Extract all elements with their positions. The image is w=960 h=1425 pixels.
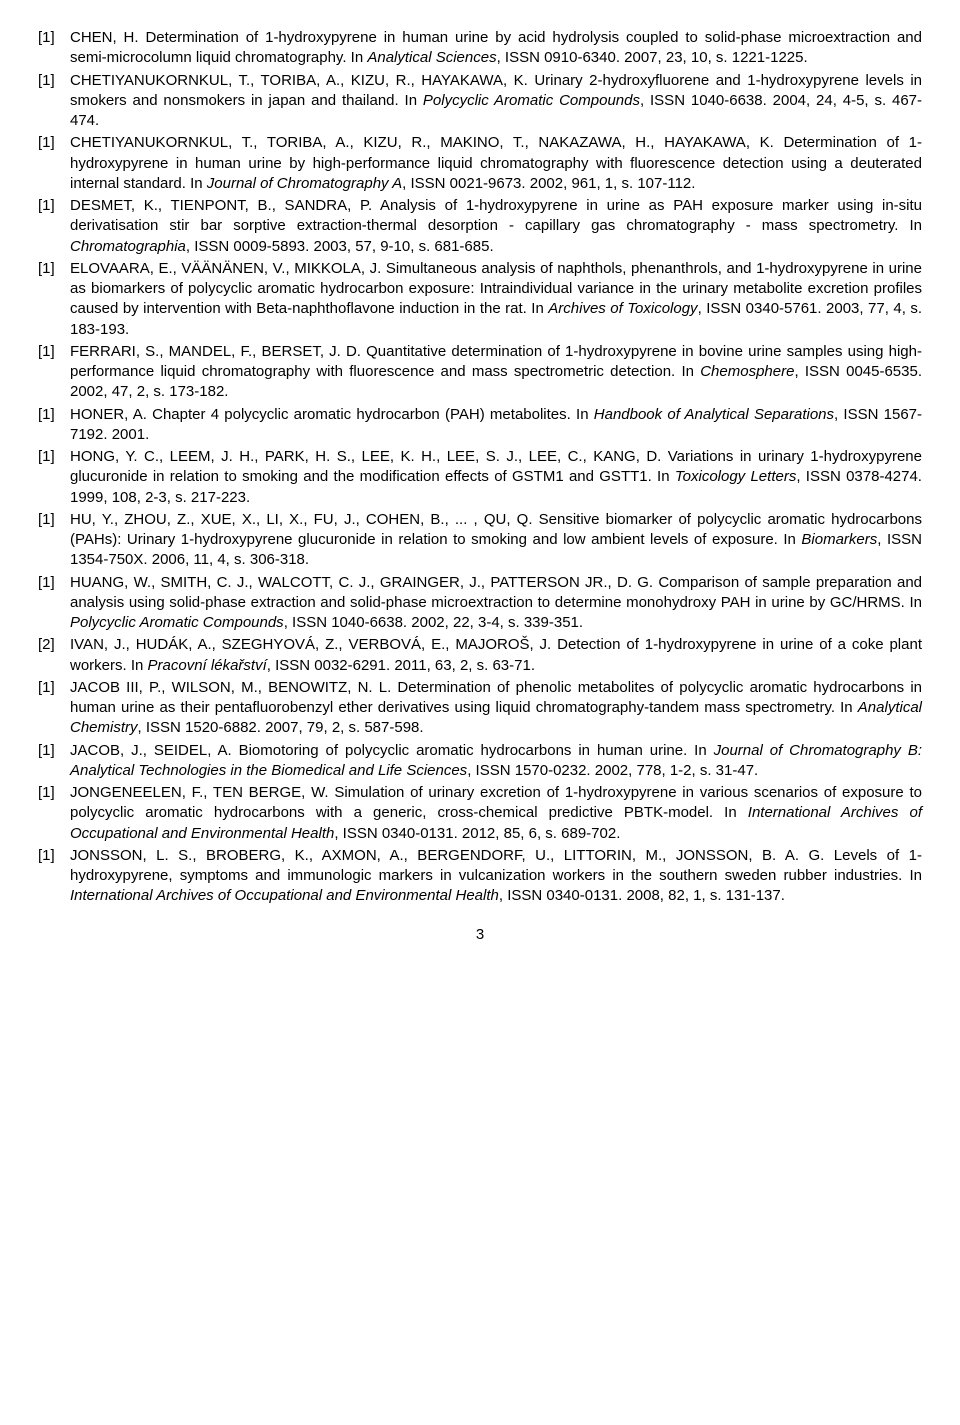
reference-segment: , ISSN 0340-0131. 2008, 82, 1, s. 131-13… <box>499 887 785 904</box>
reference-number: [1] <box>38 342 70 403</box>
reference-segment: , ISSN 0032-6291. 2011, 63, 2, s. 63-71. <box>267 657 535 674</box>
reference-number: [1] <box>38 510 70 571</box>
reference-number: [2] <box>38 635 70 676</box>
reference-segment: HUANG, W., SMITH, C. J., WALCOTT, C. J.,… <box>70 574 922 611</box>
reference-text: JACOB III, P., WILSON, M., BENOWITZ, N. … <box>70 678 922 739</box>
reference-text: JONGENEELEN, F., TEN BERGE, W. Simulatio… <box>70 783 922 844</box>
reference-entry: [1]JONSSON, L. S., BROBERG, K., AXMON, A… <box>38 846 922 907</box>
reference-journal: Handbook of Analytical Separations <box>594 406 834 423</box>
reference-segment: JACOB, J., SEIDEL, A. Biomotoring of pol… <box>70 742 714 759</box>
reference-number: [1] <box>38 447 70 508</box>
reference-text: CHETIYANUKORNKUL, T., TORIBA, A., KIZU, … <box>70 133 922 194</box>
reference-number: [1] <box>38 783 70 844</box>
reference-text: HU, Y., ZHOU, Z., XUE, X., LI, X., FU, J… <box>70 510 922 571</box>
reference-entry: [1]JACOB III, P., WILSON, M., BENOWITZ, … <box>38 678 922 739</box>
reference-number: [1] <box>38 259 70 340</box>
reference-journal: Analytical Sciences <box>367 49 496 66</box>
reference-segment: , ISSN 1040-6638. 2002, 22, 3-4, s. 339-… <box>284 614 583 631</box>
reference-text: DESMET, K., TIENPONT, B., SANDRA, P. Ana… <box>70 196 922 257</box>
reference-journal: Polycyclic Aromatic Compounds <box>70 614 284 631</box>
reference-number: [1] <box>38 28 70 69</box>
reference-segment: , ISSN 0021-9673. 2002, 961, 1, s. 107-1… <box>402 175 695 192</box>
reference-text: FERRARI, S., MANDEL, F., BERSET, J. D. Q… <box>70 342 922 403</box>
reference-journal: Archives of Toxicology <box>548 300 697 317</box>
reference-text: CHEN, H. Determination of 1-hydroxypyren… <box>70 28 922 69</box>
reference-entry: [1]JACOB, J., SEIDEL, A. Biomotoring of … <box>38 741 922 782</box>
reference-segment: JONSSON, L. S., BROBERG, K., AXMON, A., … <box>70 847 922 884</box>
reference-number: [1] <box>38 846 70 907</box>
reference-segment: , ISSN 0910-6340. 2007, 23, 10, s. 1221-… <box>497 49 808 66</box>
reference-segment: DESMET, K., TIENPONT, B., SANDRA, P. Ana… <box>70 197 922 234</box>
reference-segment: , ISSN 1570-0232. 2002, 778, 1-2, s. 31-… <box>467 762 758 779</box>
reference-journal: Biomarkers <box>801 531 877 548</box>
reference-text: JONSSON, L. S., BROBERG, K., AXMON, A., … <box>70 846 922 907</box>
reference-journal: Toxicology Letters <box>675 468 796 485</box>
reference-segment: , ISSN 0340-0131. 2012, 85, 6, s. 689-70… <box>334 825 620 842</box>
page-number: 3 <box>38 925 922 945</box>
references-list: [1]CHEN, H. Determination of 1-hydroxypy… <box>38 28 922 907</box>
reference-segment: HONER, A. Chapter 4 polycyclic aromatic … <box>70 406 594 423</box>
reference-entry: [1]HONG, Y. C., LEEM, J. H., PARK, H. S.… <box>38 447 922 508</box>
reference-entry: [1]CHETIYANUKORNKUL, T., TORIBA, A., KIZ… <box>38 133 922 194</box>
reference-number: [1] <box>38 678 70 739</box>
reference-segment: JACOB III, P., WILSON, M., BENOWITZ, N. … <box>70 679 922 716</box>
reference-journal: Pracovní lékařství <box>148 657 267 674</box>
reference-entry: [1]HUANG, W., SMITH, C. J., WALCOTT, C. … <box>38 573 922 634</box>
reference-segment: , ISSN 0009-5893. 2003, 57, 9-10, s. 681… <box>186 238 494 255</box>
reference-journal: Journal of Chromatography A <box>207 175 402 192</box>
reference-journal: Chromatographia <box>70 238 186 255</box>
reference-entry: [1]HONER, A. Chapter 4 polycyclic aromat… <box>38 405 922 446</box>
reference-text: HONG, Y. C., LEEM, J. H., PARK, H. S., L… <box>70 447 922 508</box>
reference-number: [1] <box>38 573 70 634</box>
reference-journal: Chemosphere <box>700 363 794 380</box>
reference-text: IVAN, J., HUDÁK, A., SZEGHYOVÁ, Z., VERB… <box>70 635 922 676</box>
reference-number: [1] <box>38 405 70 446</box>
reference-segment: , ISSN 1520-6882. 2007, 79, 2, s. 587-59… <box>138 719 424 736</box>
reference-number: [1] <box>38 71 70 132</box>
reference-text: JACOB, J., SEIDEL, A. Biomotoring of pol… <box>70 741 922 782</box>
reference-entry: [1]JONGENEELEN, F., TEN BERGE, W. Simula… <box>38 783 922 844</box>
reference-entry: [1]DESMET, K., TIENPONT, B., SANDRA, P. … <box>38 196 922 257</box>
reference-text: HONER, A. Chapter 4 polycyclic aromatic … <box>70 405 922 446</box>
reference-entry: [1]CHEN, H. Determination of 1-hydroxypy… <box>38 28 922 69</box>
reference-entry: [1]FERRARI, S., MANDEL, F., BERSET, J. D… <box>38 342 922 403</box>
reference-entry: [1]CHETIYANUKORNKUL, T., TORIBA, A., KIZ… <box>38 71 922 132</box>
reference-entry: [1]HU, Y., ZHOU, Z., XUE, X., LI, X., FU… <box>38 510 922 571</box>
reference-journal: Polycyclic Aromatic Compounds <box>423 92 640 109</box>
reference-text: ELOVAARA, E., VÄÄNÄNEN, V., MIKKOLA, J. … <box>70 259 922 340</box>
reference-segment: HU, Y., ZHOU, Z., XUE, X., LI, X., FU, J… <box>70 511 922 548</box>
reference-text: CHETIYANUKORNKUL, T., TORIBA, A., KIZU, … <box>70 71 922 132</box>
reference-text: HUANG, W., SMITH, C. J., WALCOTT, C. J.,… <box>70 573 922 634</box>
reference-number: [1] <box>38 196 70 257</box>
reference-entry: [2]IVAN, J., HUDÁK, A., SZEGHYOVÁ, Z., V… <box>38 635 922 676</box>
reference-number: [1] <box>38 741 70 782</box>
reference-journal: International Archives of Occupational a… <box>70 887 499 904</box>
reference-number: [1] <box>38 133 70 194</box>
reference-entry: [1]ELOVAARA, E., VÄÄNÄNEN, V., MIKKOLA, … <box>38 259 922 340</box>
